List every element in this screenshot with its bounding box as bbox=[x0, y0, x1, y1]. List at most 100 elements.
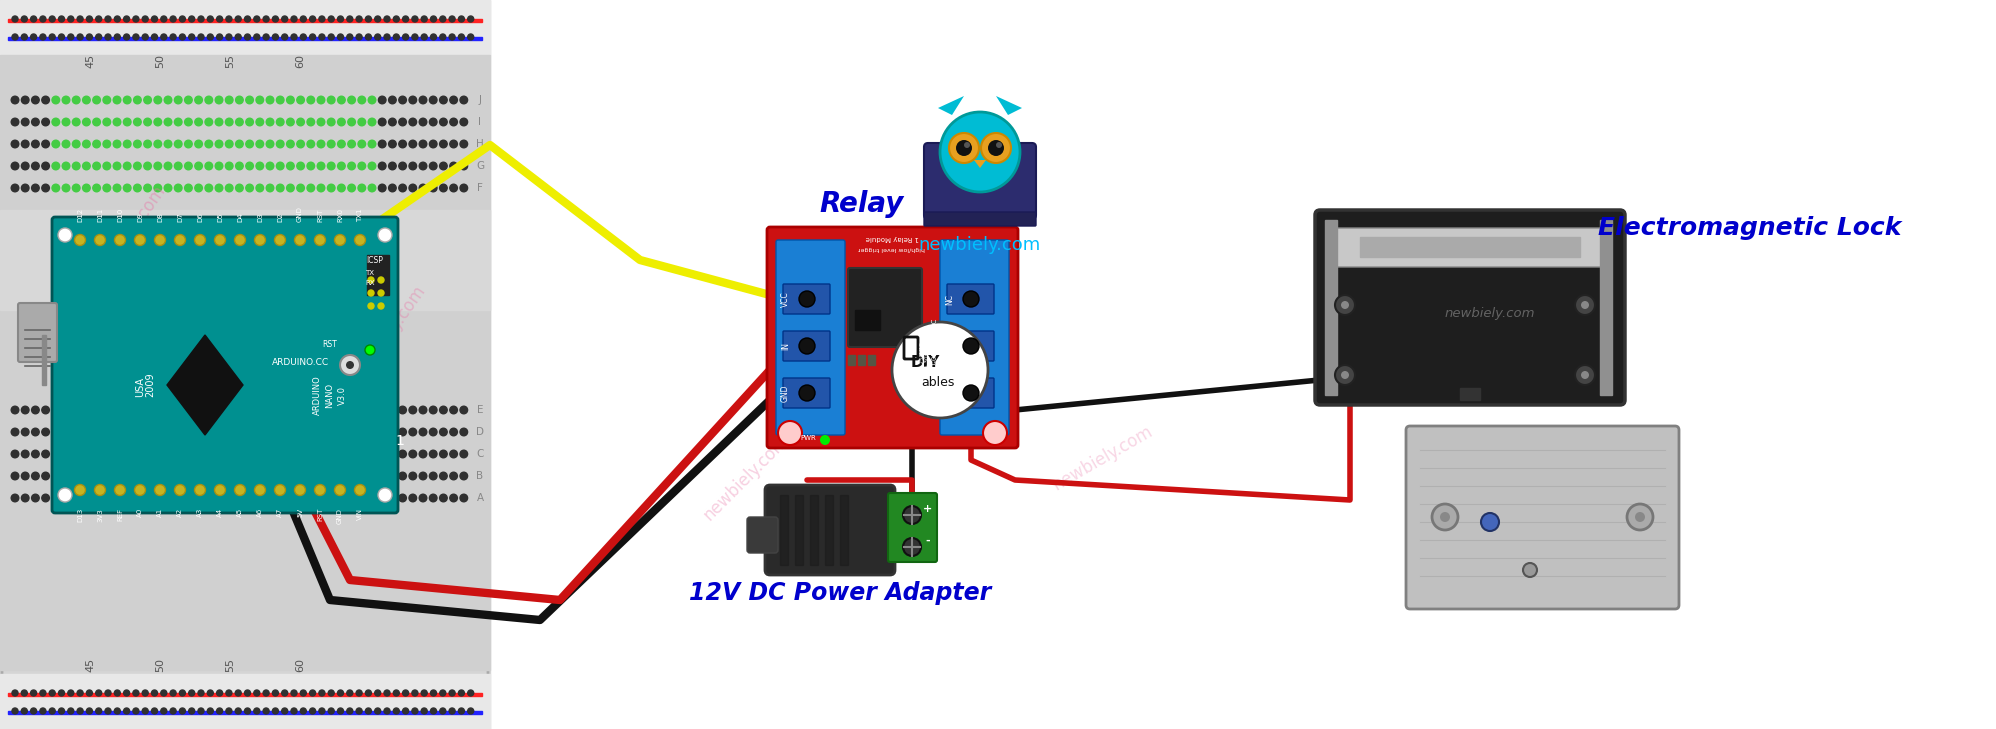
Circle shape bbox=[42, 162, 50, 170]
Circle shape bbox=[124, 34, 130, 40]
Circle shape bbox=[255, 451, 263, 458]
Circle shape bbox=[124, 406, 132, 414]
Circle shape bbox=[82, 406, 90, 414]
Circle shape bbox=[1341, 371, 1349, 379]
Circle shape bbox=[184, 472, 192, 480]
Circle shape bbox=[144, 96, 152, 104]
Circle shape bbox=[327, 118, 335, 126]
Circle shape bbox=[206, 162, 214, 170]
Circle shape bbox=[62, 162, 70, 170]
Circle shape bbox=[459, 140, 467, 148]
Circle shape bbox=[208, 34, 214, 40]
Circle shape bbox=[1635, 512, 1645, 522]
Circle shape bbox=[367, 162, 375, 170]
Circle shape bbox=[337, 34, 343, 40]
Circle shape bbox=[58, 690, 64, 696]
Text: 55: 55 bbox=[226, 658, 236, 672]
Circle shape bbox=[198, 16, 204, 22]
Circle shape bbox=[271, 690, 277, 696]
Circle shape bbox=[403, 708, 409, 714]
Text: newbiely.com: newbiely.com bbox=[1445, 307, 1535, 320]
Circle shape bbox=[218, 34, 224, 40]
Bar bbox=[868, 355, 874, 365]
Circle shape bbox=[42, 406, 50, 414]
Circle shape bbox=[431, 16, 437, 22]
Circle shape bbox=[287, 406, 293, 414]
Circle shape bbox=[399, 451, 407, 458]
Circle shape bbox=[114, 118, 122, 126]
Circle shape bbox=[92, 494, 100, 502]
Circle shape bbox=[180, 690, 186, 696]
Circle shape bbox=[393, 690, 399, 696]
Circle shape bbox=[379, 140, 385, 148]
Circle shape bbox=[104, 472, 110, 480]
Circle shape bbox=[154, 494, 162, 502]
Circle shape bbox=[421, 16, 427, 22]
Circle shape bbox=[206, 494, 214, 502]
Circle shape bbox=[429, 140, 437, 148]
Circle shape bbox=[327, 96, 335, 104]
Circle shape bbox=[449, 16, 455, 22]
Circle shape bbox=[190, 690, 196, 696]
Text: DIY: DIY bbox=[910, 354, 940, 370]
Circle shape bbox=[52, 451, 60, 458]
Text: 50: 50 bbox=[156, 658, 166, 672]
Text: D: D bbox=[475, 427, 483, 437]
Circle shape bbox=[196, 140, 202, 148]
Text: A7: A7 bbox=[277, 508, 283, 518]
Circle shape bbox=[12, 118, 18, 126]
Circle shape bbox=[190, 34, 196, 40]
Circle shape bbox=[216, 184, 224, 192]
Circle shape bbox=[379, 184, 385, 192]
Circle shape bbox=[367, 118, 375, 126]
Circle shape bbox=[216, 96, 224, 104]
Circle shape bbox=[144, 184, 152, 192]
Circle shape bbox=[275, 184, 283, 192]
Circle shape bbox=[315, 235, 325, 246]
Text: ARDUINO
NANO
V3.0: ARDUINO NANO V3.0 bbox=[313, 375, 347, 415]
Circle shape bbox=[244, 690, 251, 696]
Circle shape bbox=[32, 162, 40, 170]
Circle shape bbox=[226, 472, 234, 480]
Circle shape bbox=[184, 406, 192, 414]
Text: A4: A4 bbox=[218, 508, 224, 517]
Bar bbox=[858, 355, 864, 365]
Circle shape bbox=[184, 428, 192, 436]
Circle shape bbox=[375, 708, 381, 714]
Circle shape bbox=[429, 451, 437, 458]
FancyBboxPatch shape bbox=[782, 378, 830, 408]
Circle shape bbox=[431, 34, 437, 40]
Circle shape bbox=[265, 472, 273, 480]
Bar bbox=[1459, 388, 1479, 400]
Circle shape bbox=[190, 708, 196, 714]
Circle shape bbox=[164, 140, 172, 148]
Bar bbox=[0, 0, 489, 729]
Circle shape bbox=[337, 690, 343, 696]
Circle shape bbox=[996, 142, 1002, 148]
Circle shape bbox=[339, 355, 359, 375]
Circle shape bbox=[226, 690, 232, 696]
Circle shape bbox=[459, 708, 465, 714]
Text: 2009: 2009 bbox=[146, 373, 156, 397]
Circle shape bbox=[114, 451, 122, 458]
Circle shape bbox=[337, 472, 345, 480]
Circle shape bbox=[299, 34, 305, 40]
Circle shape bbox=[357, 451, 365, 458]
Circle shape bbox=[78, 708, 84, 714]
Circle shape bbox=[208, 690, 214, 696]
Circle shape bbox=[287, 451, 293, 458]
Circle shape bbox=[234, 485, 246, 496]
Text: NC: NC bbox=[944, 294, 954, 305]
Circle shape bbox=[164, 118, 172, 126]
Circle shape bbox=[275, 494, 283, 502]
Circle shape bbox=[82, 451, 90, 458]
Circle shape bbox=[106, 34, 112, 40]
Circle shape bbox=[281, 34, 287, 40]
Text: B: B bbox=[477, 471, 483, 481]
Text: A2: A2 bbox=[178, 508, 184, 517]
Circle shape bbox=[798, 291, 814, 307]
Circle shape bbox=[337, 96, 345, 104]
Circle shape bbox=[170, 34, 176, 40]
Circle shape bbox=[389, 140, 395, 148]
Circle shape bbox=[409, 118, 417, 126]
